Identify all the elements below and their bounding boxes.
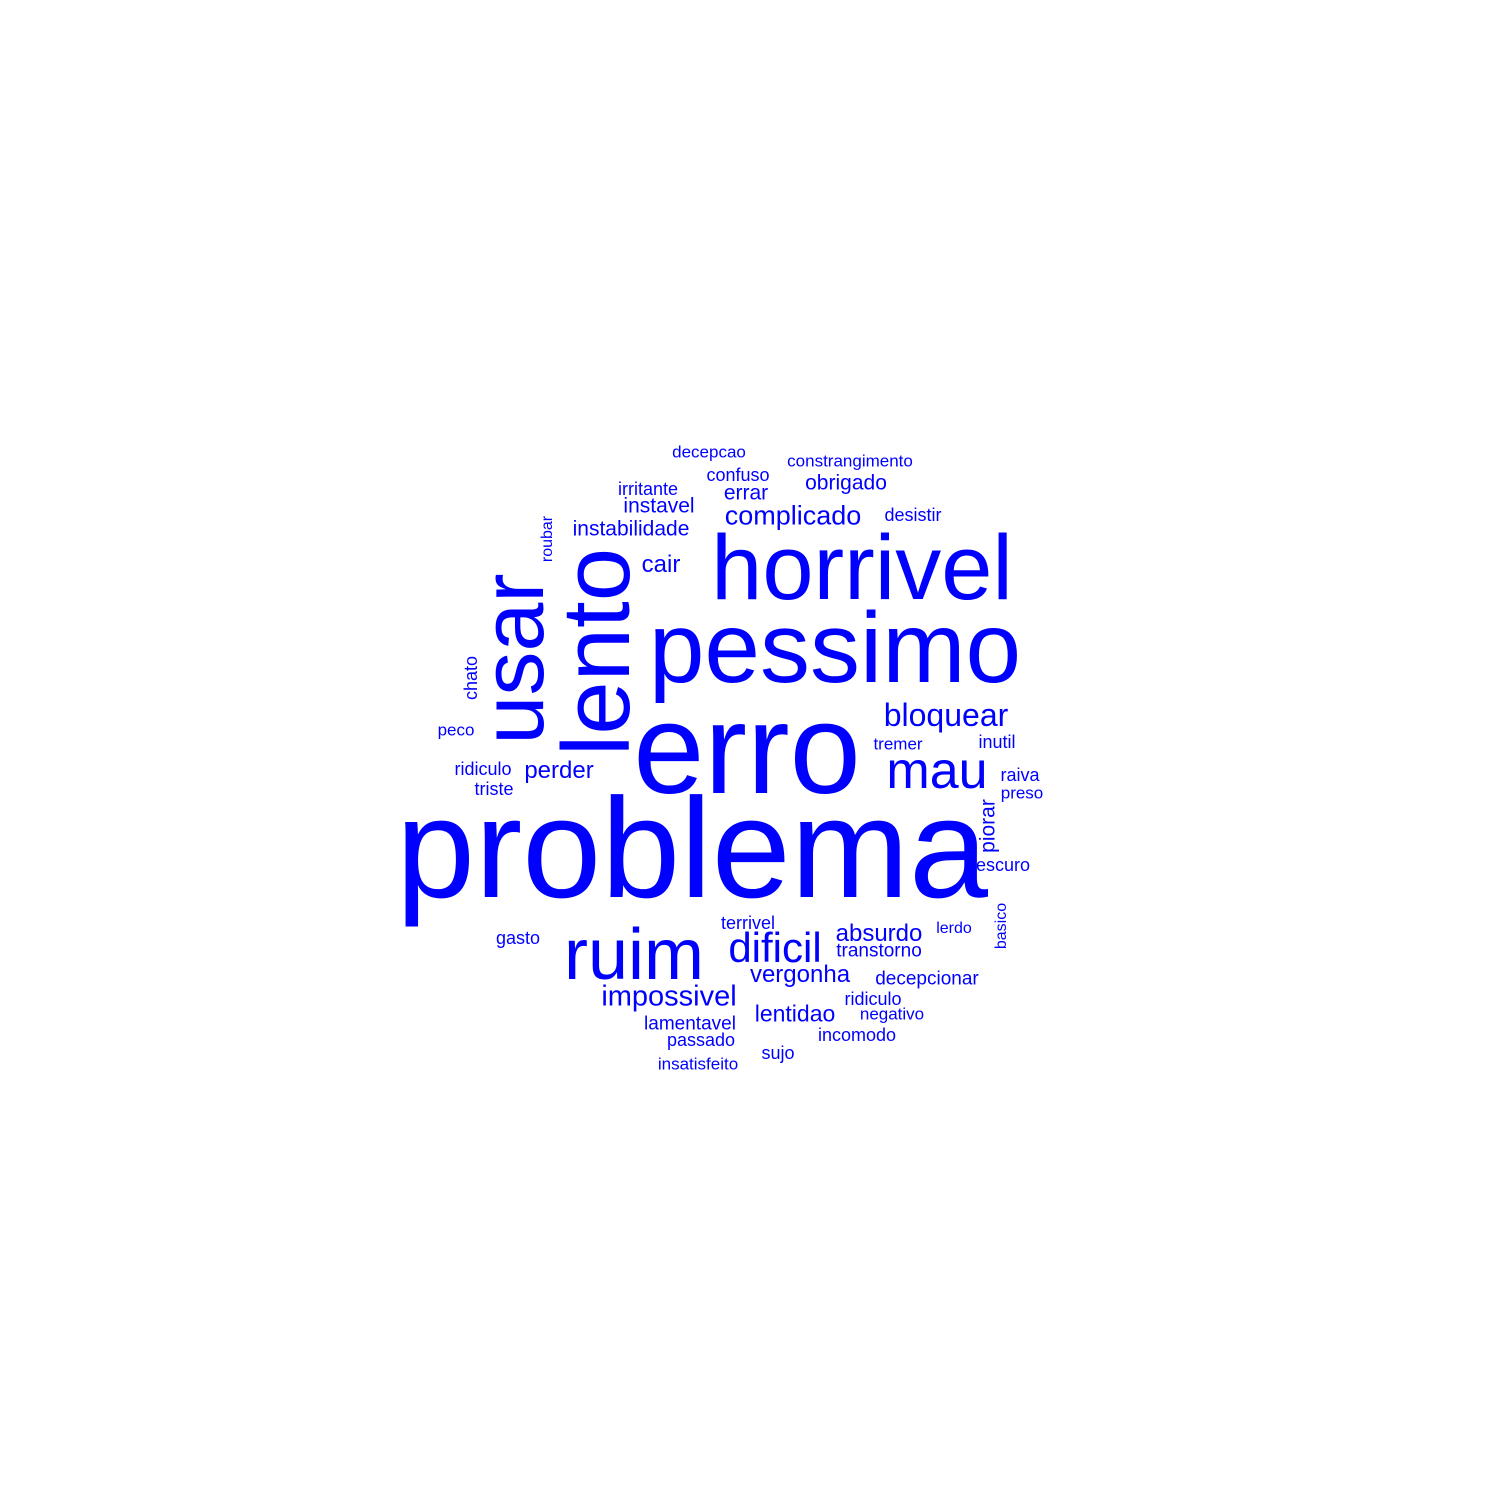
word-lento: lento (543, 547, 650, 757)
word-chato: chato (461, 655, 481, 701)
word-inutil: inutil (978, 732, 1016, 752)
word-peco: peco (437, 720, 475, 740)
word-cair: cair (641, 551, 681, 578)
word-decepcao: decepcao (672, 442, 746, 462)
word-lamentavel: lamentavel (644, 1013, 736, 1035)
word-obrigado: obrigado (805, 471, 887, 495)
word-horrivel: horrivel (711, 517, 1013, 619)
word-escuro: escuro (975, 855, 1031, 875)
word-usar: usar (463, 573, 562, 745)
word-tremer: tremer (873, 734, 923, 754)
word-bloquear: bloquear (883, 697, 1009, 733)
word-lerdo: lerdo (936, 920, 972, 937)
word-problema: problema (396, 769, 988, 928)
word-pessimo: pessimo (648, 592, 1022, 704)
word-instavel: instavel (623, 494, 695, 518)
word-roubar: roubar (539, 515, 556, 563)
word-insatisfeito: insatisfeito (657, 1054, 739, 1074)
word-perder: perder (524, 757, 594, 784)
word-erro: erro (633, 678, 861, 821)
word-triste: triste (474, 779, 514, 799)
word-decepcionar: decepcionar (875, 968, 979, 990)
word-sujo: sujo (761, 1043, 795, 1063)
word-ruim: ruim (564, 915, 704, 995)
word-negativo: negativo (859, 1004, 925, 1024)
word-ridiculo-right: ridiculo (844, 989, 902, 1009)
word-lentidao: lentidao (754, 1000, 836, 1027)
word-confuso: confuso (706, 465, 770, 485)
word-irritante: irritante (617, 479, 679, 499)
word-gasto: gasto (495, 928, 541, 948)
word-desistir: desistir (884, 505, 942, 525)
word-preso: preso (1000, 783, 1044, 803)
word-mau: mau (886, 742, 988, 800)
word-vergonha: vergonha (749, 961, 851, 988)
word-dificil: dificil (728, 924, 822, 971)
word-basico: basico (993, 902, 1010, 950)
word-transtorno: transtorno (836, 940, 922, 962)
word-ridiculo-left: ridiculo (454, 759, 512, 779)
word-complicado: complicado (724, 500, 862, 531)
word-incomodo: incomodo (817, 1025, 897, 1045)
word-piorar: piorar (976, 799, 1000, 853)
word-errar: errar (723, 481, 769, 505)
word-passado: passado (666, 1030, 736, 1050)
word-raiva: raiva (1000, 765, 1040, 785)
word-instabilidade: instabilidade (572, 517, 690, 541)
word-constrangimento: constrangimento (787, 451, 913, 471)
word-terrivel: terrivel (720, 913, 776, 933)
word-absurdo: absurdo (835, 920, 923, 947)
word-impossivel: impossivel (601, 980, 737, 1013)
